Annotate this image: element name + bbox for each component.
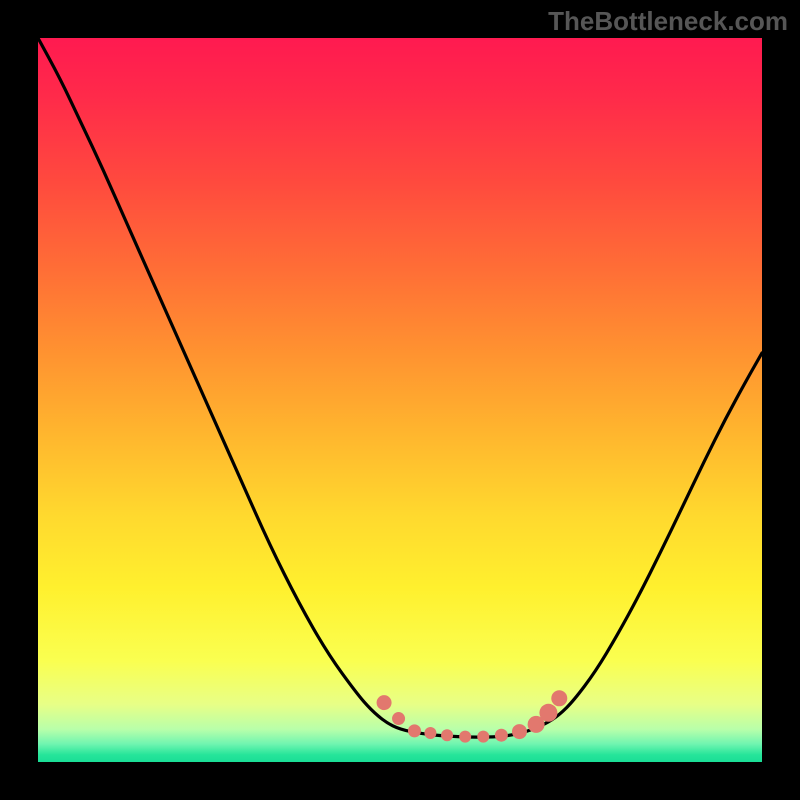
chart-frame: TheBottleneck.com (0, 0, 800, 800)
data-point-marker (512, 724, 527, 739)
watermark-text: TheBottleneck.com (548, 6, 788, 37)
data-point-marker (377, 695, 392, 710)
data-point-marker (408, 724, 421, 737)
data-point-marker (392, 712, 405, 725)
data-point-markers (377, 690, 568, 742)
data-point-marker (477, 731, 489, 743)
data-point-marker (424, 727, 436, 739)
data-point-marker (551, 690, 567, 706)
data-point-marker (441, 729, 453, 741)
bottleneck-curve (0, 0, 800, 800)
data-point-marker (495, 729, 508, 742)
data-point-marker (459, 731, 471, 743)
data-point-marker (539, 704, 557, 722)
